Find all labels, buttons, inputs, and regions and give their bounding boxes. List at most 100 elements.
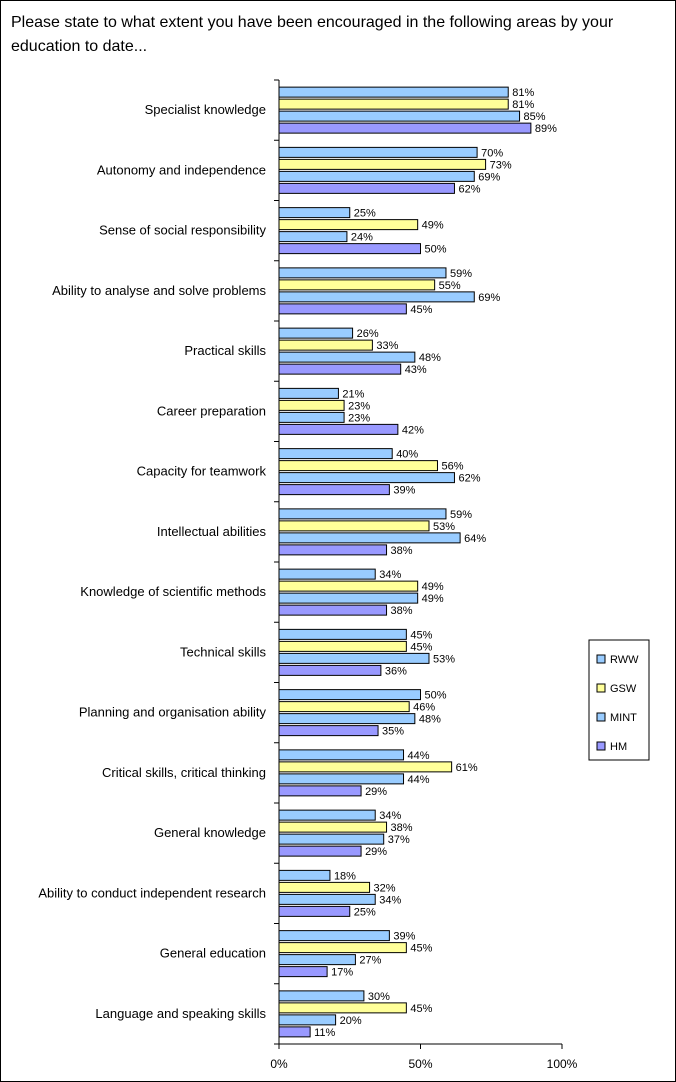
- x-tick-label: 100%: [547, 1057, 578, 1071]
- bar-rww: [278, 749, 405, 761]
- bar-mint: [278, 110, 521, 122]
- data-label: 49%: [422, 593, 444, 605]
- bar-mint: [278, 1014, 337, 1026]
- x-tick-label: 0%: [270, 1057, 288, 1071]
- bar-hm: [278, 845, 362, 857]
- data-label: 53%: [433, 653, 455, 665]
- data-label: 50%: [425, 690, 447, 702]
- x-tick-label: 50%: [408, 1057, 432, 1071]
- legend-label: RWW: [610, 654, 639, 666]
- category-label: Career preparation: [157, 403, 266, 418]
- data-label: 59%: [450, 268, 472, 280]
- bar-rww: [278, 990, 365, 1002]
- data-label: 24%: [351, 232, 373, 244]
- data-label: 34%: [379, 569, 401, 581]
- bar-mint: [278, 231, 348, 243]
- data-label: 85%: [524, 111, 546, 123]
- bar-hm: [278, 243, 421, 255]
- bar-mint: [278, 291, 475, 303]
- data-label: 25%: [354, 906, 376, 918]
- bar-rww: [278, 568, 376, 580]
- bar-rww: [278, 448, 393, 460]
- bar-gsw: [278, 640, 407, 652]
- bar-rww: [278, 146, 478, 158]
- bar-gsw: [278, 399, 345, 411]
- data-label: 29%: [365, 786, 387, 798]
- data-label: 18%: [334, 870, 356, 882]
- bar-mint: [278, 652, 430, 664]
- bar-mint: [278, 472, 455, 484]
- data-label: 62%: [458, 183, 480, 195]
- legend-swatch: [596, 741, 606, 751]
- data-label: 39%: [393, 485, 415, 497]
- bar-rww: [278, 327, 354, 339]
- bar-mint: [278, 351, 416, 363]
- chart-title: Please state to what extent you have bee…: [11, 14, 614, 55]
- bar-hm: [278, 544, 388, 556]
- data-label: 39%: [393, 931, 415, 943]
- category-label: Intellectual abilities: [157, 524, 267, 539]
- bar-mint: [278, 532, 461, 544]
- bar-gsw: [278, 881, 371, 893]
- data-label: 20%: [340, 1015, 362, 1027]
- bar-rww: [278, 86, 509, 98]
- category-label: Ability to analyse and solve problems: [52, 283, 266, 298]
- bar-rww: [278, 628, 407, 640]
- legend-label: GSW: [610, 683, 637, 695]
- bar-hm: [278, 122, 532, 134]
- legend-swatch: [596, 654, 606, 664]
- data-label: 81%: [512, 99, 534, 111]
- data-label: 34%: [379, 894, 401, 906]
- category-label: Critical skills, critical thinking: [102, 765, 266, 780]
- bar-gsw: [278, 219, 419, 231]
- category-label: Sense of social responsibility: [99, 223, 266, 238]
- bar-gsw: [278, 158, 487, 170]
- bar-mint: [278, 954, 356, 966]
- bar-hm: [278, 1026, 311, 1038]
- data-label: 33%: [376, 340, 398, 352]
- bar-rww: [278, 267, 447, 279]
- data-label: 69%: [478, 292, 500, 304]
- category-label: Knowledge of scientific methods: [80, 584, 266, 599]
- category-label: Ability to conduct independent research: [38, 885, 266, 900]
- category-label: General education: [160, 946, 266, 961]
- data-label: 61%: [456, 762, 478, 774]
- data-label: 23%: [348, 412, 370, 424]
- data-label: 43%: [405, 364, 427, 376]
- data-label: 11%: [314, 1027, 335, 1039]
- bar-hm: [278, 664, 382, 676]
- bar-hm: [278, 423, 399, 435]
- data-label: 55%: [439, 280, 461, 292]
- data-label: 89%: [535, 123, 557, 135]
- legend-label: HM: [610, 741, 627, 753]
- data-label: 44%: [408, 750, 430, 762]
- data-label: 42%: [402, 424, 424, 436]
- data-label: 69%: [478, 171, 500, 183]
- legend-swatch: [596, 712, 606, 722]
- data-label: 81%: [512, 87, 534, 99]
- bar-gsw: [278, 98, 509, 110]
- bar-hm: [278, 785, 362, 797]
- category-label: Capacity for teamwork: [137, 464, 267, 479]
- data-label: 37%: [388, 834, 410, 846]
- bar-rww: [278, 930, 390, 942]
- bar-gsw: [278, 279, 436, 291]
- category-label: Autonomy and independence: [97, 162, 266, 177]
- data-label: 29%: [365, 846, 387, 858]
- data-label: 48%: [419, 352, 441, 364]
- data-label: 45%: [410, 1003, 432, 1015]
- data-label: 27%: [359, 955, 381, 967]
- bar-hm: [278, 905, 351, 917]
- bar-hm: [278, 725, 379, 737]
- bar-hm: [278, 363, 402, 375]
- data-label: 44%: [408, 774, 430, 786]
- data-label: 23%: [348, 400, 370, 412]
- data-label: 34%: [379, 810, 401, 822]
- bar-hm: [278, 182, 455, 194]
- data-label: 35%: [382, 726, 404, 738]
- bar-gsw: [278, 460, 438, 472]
- data-label: 32%: [374, 882, 396, 894]
- bar-mint: [278, 592, 419, 604]
- bar-hm: [278, 966, 328, 978]
